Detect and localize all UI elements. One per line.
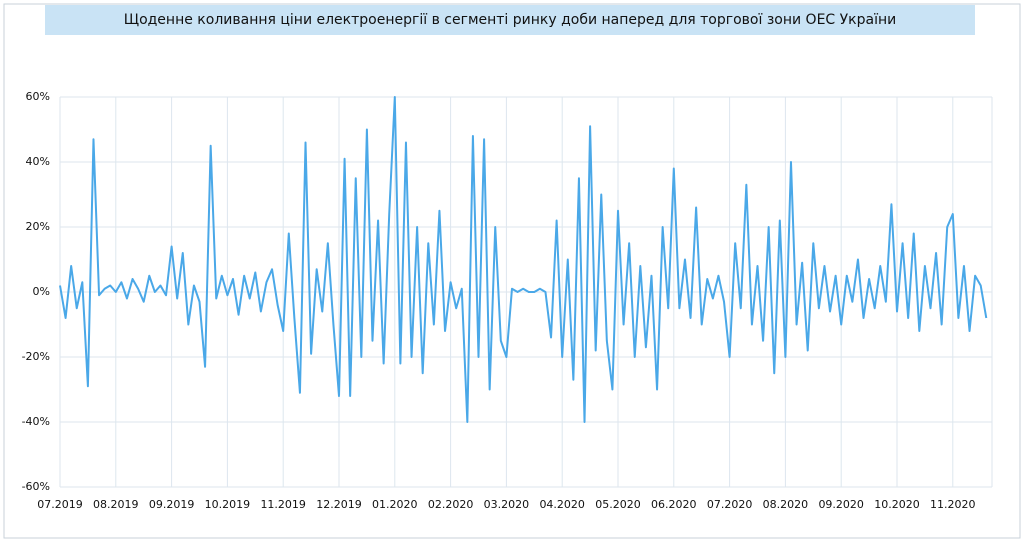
y-tick-label: 40% (26, 155, 50, 168)
x-tick-label: 07.2020 (707, 498, 753, 511)
y-tick-label: 0% (33, 285, 50, 298)
chart-title: Щоденне коливання ціни електроенергії в … (124, 12, 897, 28)
x-tick-label: 06.2020 (651, 498, 697, 511)
x-tick-label: 08.2020 (763, 498, 809, 511)
x-tick-label: 10.2020 (874, 498, 920, 511)
y-tick-label: -60% (22, 480, 50, 493)
x-tick-label: 03.2020 (484, 498, 530, 511)
x-tick-label: 04.2020 (539, 498, 585, 511)
x-tick-label: 11.2020 (930, 498, 976, 511)
x-tick-label: 01.2020 (372, 498, 418, 511)
y-tick-label: 60% (26, 90, 50, 103)
chart-frame (3, 3, 1021, 539)
x-tick-label: 07.2019 (37, 498, 83, 511)
x-tick-label: 09.2019 (149, 498, 195, 511)
line-series (59, 96, 988, 423)
x-tick-label: 09.2020 (818, 498, 864, 511)
x-tick-label: 02.2020 (428, 498, 474, 511)
y-tick-label: 20% (26, 220, 50, 233)
x-tick-label: 12.2019 (316, 498, 362, 511)
title-banner (45, 5, 975, 35)
x-tick-label: 05.2020 (595, 498, 641, 511)
x-tick-label: 11.2019 (260, 498, 306, 511)
y-tick-label: -20% (22, 350, 50, 363)
x-tick-label: 08.2019 (93, 498, 139, 511)
x-tick-label: 10.2019 (205, 498, 251, 511)
y-tick-label: -40% (22, 415, 50, 428)
